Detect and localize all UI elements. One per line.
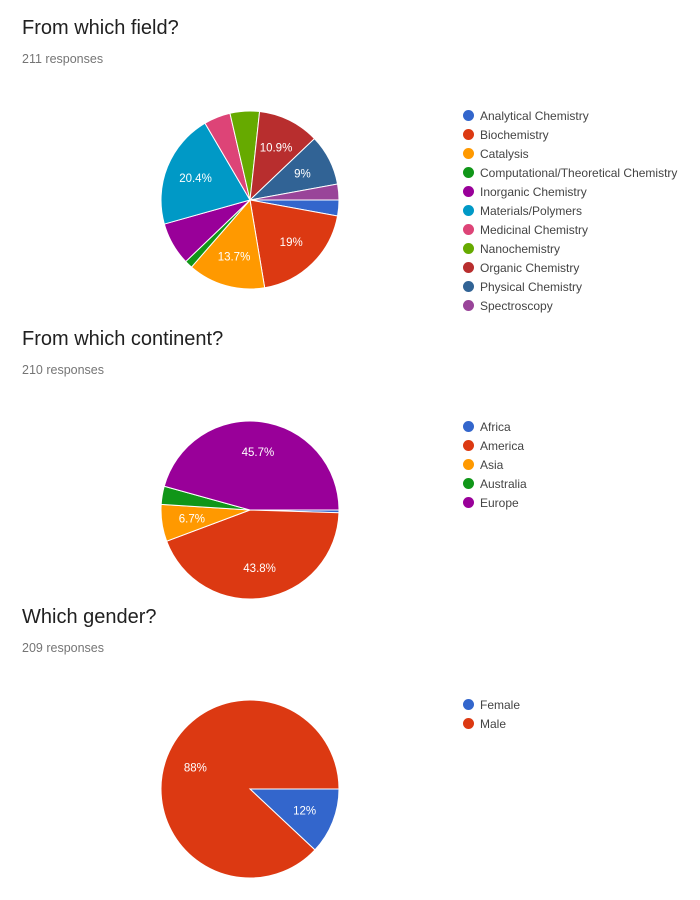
slice-label-europe: 45.7%: [242, 447, 275, 459]
legend-item-catalysis[interactable]: Catalysis: [463, 144, 677, 163]
chart-title: From which continent?: [22, 328, 224, 350]
legend-item-spectroscopy[interactable]: Spectroscopy: [463, 296, 677, 315]
legend-swatch-icon: [463, 262, 474, 273]
chart-section-gender: Which gender? 209 responses 12% 88% Femal…: [0, 589, 700, 900]
legend-swatch-icon: [463, 167, 474, 178]
chart-title: Which gender?: [22, 606, 157, 628]
legend-label: Europe: [480, 495, 519, 510]
legend-swatch-icon: [463, 224, 474, 235]
legend-item-america[interactable]: America: [463, 436, 527, 455]
chart-section-continent: From which continent? 210 responses 43.8…: [0, 311, 700, 601]
legend-swatch-icon: [463, 129, 474, 140]
legend-swatch-icon: [463, 478, 474, 489]
legend-swatch-icon: [463, 699, 474, 710]
legend-label: Biochemistry: [480, 127, 549, 142]
legend-item-nanochemistry[interactable]: Nanochemistry: [463, 239, 677, 258]
legend-gender: Female Male: [463, 695, 520, 733]
pie-chart-continent: 43.8% 6.7% 45.7%: [160, 420, 340, 600]
chart-section-field: From which field? 211 responses 19% 13.7%…: [0, 0, 700, 320]
pie-slice-catalysis[interactable]: [190, 198, 266, 290]
legend-label: Organic Chemistry: [480, 260, 580, 275]
legend-swatch-icon: [463, 440, 474, 451]
legend-item-australia[interactable]: Australia: [463, 474, 527, 493]
legend-label: Inorganic Chemistry: [480, 184, 587, 199]
legend-swatch-icon: [463, 205, 474, 216]
pie-slice-female[interactable]: [248, 788, 340, 851]
legend-swatch-icon: [463, 459, 474, 470]
pie-chart-field: 19% 13.7% 20.4% 10.9% 9%: [160, 110, 340, 290]
slice-label-america: 43.8%: [243, 563, 276, 575]
legend-label: Africa: [480, 419, 511, 434]
chart-title: From which field?: [22, 17, 179, 39]
pie-slice-spectroscopy[interactable]: [249, 183, 340, 201]
legend-label: Materials/Polymers: [480, 203, 583, 218]
slice-label-organic-chemistry: 10.9%: [260, 142, 293, 154]
slice-label-materials-polymers: 20.4%: [179, 173, 212, 185]
pie-slice-materials-polymers[interactable]: [160, 122, 251, 225]
legend-swatch-icon: [463, 281, 474, 292]
legend-item-medicinal-chemistry[interactable]: Medicinal Chemistry: [463, 220, 677, 239]
slice-label-asia: 6.7%: [179, 514, 205, 526]
legend-item-asia[interactable]: Asia: [463, 455, 527, 474]
legend-item-africa[interactable]: Africa: [463, 417, 527, 436]
legend-swatch-icon: [463, 243, 474, 254]
slice-label-biochemistry: 19%: [280, 237, 303, 249]
legend-label: America: [480, 438, 525, 453]
legend-label: Physical Chemistry: [480, 279, 583, 294]
legend-swatch-icon: [463, 497, 474, 508]
legend-item-europe[interactable]: Europe: [463, 493, 527, 512]
legend-item-male[interactable]: Male: [463, 714, 520, 733]
legend-swatch-icon: [463, 300, 474, 311]
legend-continent: Africa America Asia Australia Europe: [463, 417, 527, 512]
legend-item-female[interactable]: Female: [463, 695, 520, 714]
legend-swatch-icon: [463, 421, 474, 432]
legend-item-biochemistry[interactable]: Biochemistry: [463, 125, 677, 144]
pie-slice-america[interactable]: [166, 509, 340, 600]
legend-swatch-icon: [463, 718, 474, 729]
legend-item-organic-chemistry[interactable]: Organic Chemistry: [463, 258, 677, 277]
legend-label: Male: [480, 716, 507, 731]
legend-label: Medicinal Chemistry: [480, 222, 589, 237]
slice-label-male: 88%: [184, 762, 207, 774]
legend-label: Asia: [480, 457, 504, 472]
legend-label: Catalysis: [480, 146, 529, 161]
response-count: 210 responses: [22, 363, 105, 377]
legend-label: Female: [480, 697, 521, 712]
legend-swatch-icon: [463, 186, 474, 197]
legend-label: Nanochemistry: [480, 241, 561, 256]
pie-slice-europe[interactable]: [163, 420, 340, 511]
legend-item-materials-polymers[interactable]: Materials/Polymers: [463, 201, 677, 220]
pie-slice-male[interactable]: [160, 699, 340, 879]
legend-item-inorganic-chemistry[interactable]: Inorganic Chemistry: [463, 182, 677, 201]
response-count: 209 responses: [22, 641, 105, 655]
slice-label-catalysis: 13.7%: [218, 252, 251, 264]
legend-item-analytical-chemistry[interactable]: Analytical Chemistry: [463, 106, 677, 125]
slice-label-female: 12%: [293, 806, 316, 818]
legend-label: Analytical Chemistry: [480, 108, 589, 123]
slice-label-physical-chemistry: 9%: [294, 168, 311, 180]
legend-item-computational-theoretical-chemistry[interactable]: Computational/Theoretical Chemistry: [463, 163, 677, 182]
legend-label: Spectroscopy: [480, 298, 553, 313]
response-count: 211 responses: [22, 52, 104, 66]
legend-field: Analytical Chemistry Biochemistry Catalysi…: [463, 106, 677, 315]
legend-label: Australia: [480, 476, 527, 491]
pie-slice-biochemistry[interactable]: [249, 199, 339, 289]
legend-swatch-icon: [463, 110, 474, 121]
legend-label: Computational/Theoretical Chemistry: [480, 165, 678, 180]
legend-item-physical-chemistry[interactable]: Physical Chemistry: [463, 277, 677, 296]
legend-swatch-icon: [463, 148, 474, 159]
pie-chart-gender: 12% 88%: [160, 699, 340, 879]
